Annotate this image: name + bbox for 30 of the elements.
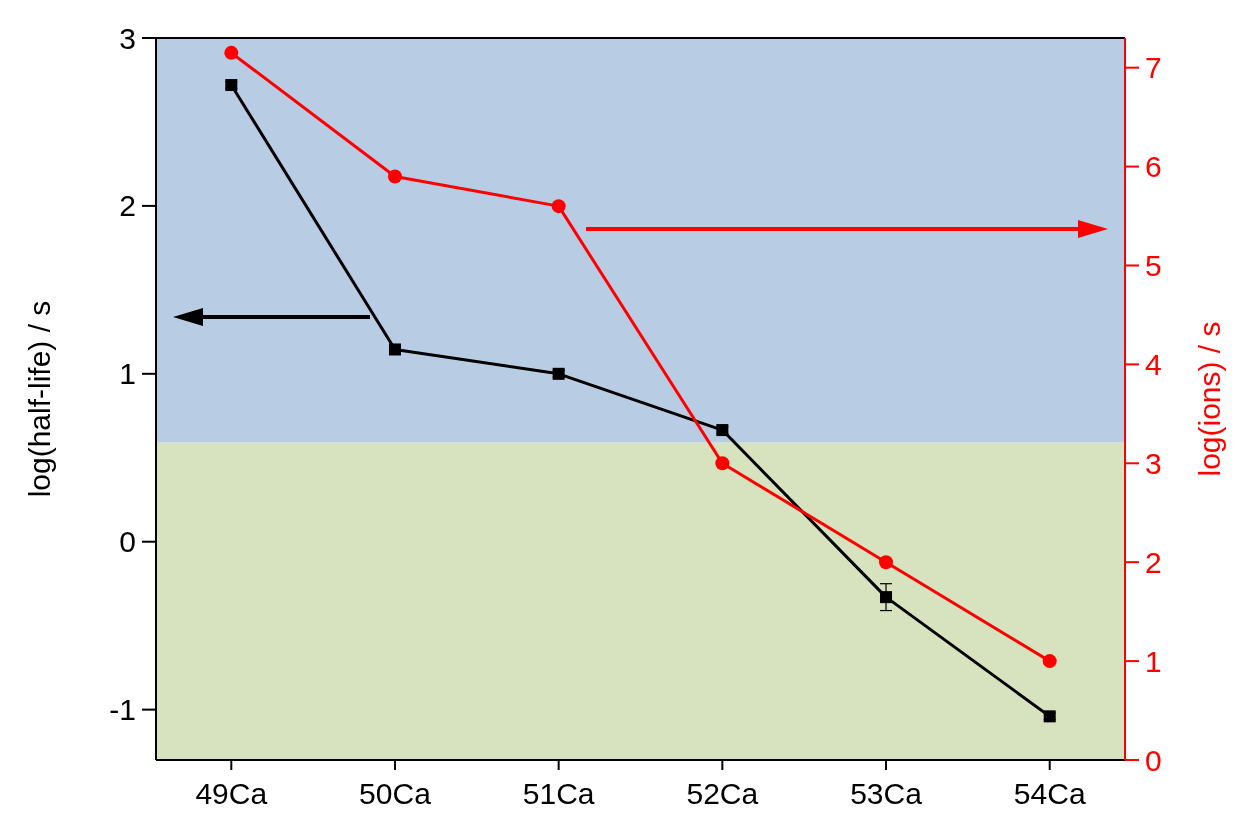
x-tick-label: 53Ca	[850, 777, 923, 810]
x-tick-label: 54Ca	[1013, 777, 1086, 810]
y2-tick-label: 4	[1145, 347, 1162, 381]
point	[1042, 654, 1057, 669]
x-tick-label: 51Ca	[522, 777, 595, 810]
y-axis-title: log(half-life) / s	[23, 300, 56, 498]
point	[551, 199, 566, 214]
y2-tick-label: 7	[1145, 51, 1162, 85]
y2-tick-label: 2	[1145, 545, 1162, 579]
point	[387, 169, 402, 184]
point	[224, 45, 239, 60]
y-tick-label: 2	[119, 189, 136, 223]
y2-tick-label: 1	[1145, 644, 1162, 678]
point	[715, 456, 730, 471]
y2-axis-title: log(ions) / s	[1193, 321, 1226, 477]
x-tick-label: 49Ca	[195, 777, 268, 810]
x-tick-label: 52Ca	[686, 777, 759, 810]
point	[225, 79, 238, 92]
y2-tick-label: 0	[1145, 743, 1162, 777]
y-tick-label: 3	[119, 21, 136, 55]
point	[879, 555, 894, 570]
y2-tick-label: 5	[1145, 248, 1162, 282]
x-tick-label: 50Ca	[359, 777, 432, 810]
y-tick-label: 1	[119, 357, 136, 391]
y-tick-label: 0	[119, 525, 136, 559]
y2-tick-label: 3	[1145, 446, 1162, 480]
point	[880, 591, 893, 604]
point	[388, 343, 401, 356]
y2-tick-label: 6	[1145, 150, 1162, 184]
y-tick-label: -1	[109, 693, 136, 727]
